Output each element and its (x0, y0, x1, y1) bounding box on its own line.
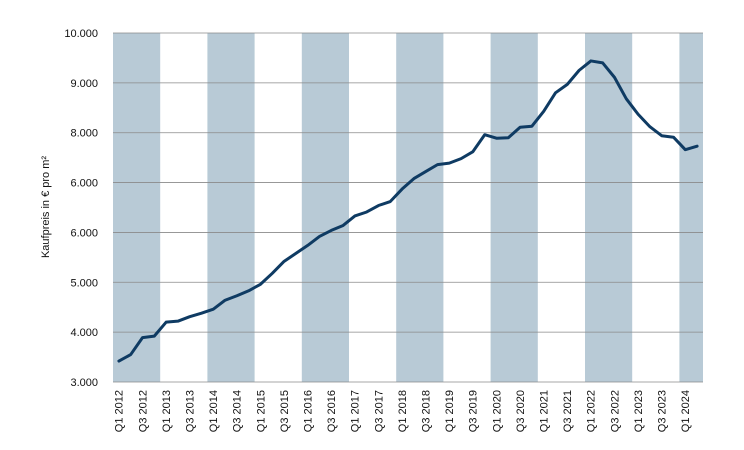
x-tick-label: Q1 2015 (255, 390, 267, 432)
x-tick-label: Q1 2013 (161, 390, 173, 432)
x-tick-label: Q3 2019 (468, 390, 480, 432)
y-tick-label: 9.000 (70, 78, 98, 90)
x-tick-label: Q1 2023 (633, 390, 645, 432)
x-tick-labels: Q1 2012 Q3 2012 Q1 2013 Q3 2013 Q1 2014 Q3 20… (114, 390, 692, 432)
y-tick-label: 3.000 (70, 377, 98, 389)
x-tick-label: Q1 2016 (303, 390, 315, 432)
year-band (585, 33, 633, 382)
x-tick-label: Q1 2018 (397, 390, 409, 432)
year-band (679, 33, 703, 382)
y-tick-label: 8.000 (70, 128, 98, 140)
year-band (301, 33, 349, 382)
x-tick-label: Q3 2016 (326, 390, 338, 432)
x-tick-label: Q3 2023 (657, 390, 669, 432)
x-tick-label: Q3 2017 (373, 390, 385, 432)
x-tick-label: Q3 2022 (609, 390, 621, 432)
x-tick-label: Q1 2024 (680, 390, 692, 432)
x-tick-label: Q1 2021 (539, 390, 551, 432)
x-tick-label: Q1 2019 (444, 390, 456, 432)
x-tick-label: Q3 2013 (185, 390, 197, 432)
x-tick-label: Q3 2020 (515, 390, 527, 432)
y-tick-label: 4.000 (70, 327, 98, 339)
y-tick-labels: 3.000 4.000 5.000 6.000 6.000 8.000 9.000 10.00… (64, 28, 98, 389)
x-tick-label: Q1 2012 (114, 390, 126, 432)
x-tick-label: Q1 2020 (491, 390, 503, 432)
year-band (396, 33, 444, 382)
y-tick-label: 5.000 (70, 277, 98, 289)
series-line (117, 59, 699, 363)
y-tick-label: 6.000 (70, 178, 98, 190)
x-tick-label: Q1 2017 (350, 390, 362, 432)
year-band (207, 33, 255, 382)
year-band (490, 33, 538, 382)
x-tick-label: Q3 2018 (421, 390, 433, 432)
x-tick-label: Q1 2014 (208, 390, 220, 432)
x-tick-label: Q3 2015 (279, 390, 291, 432)
year-bands (113, 33, 703, 382)
x-tick-label: Q1 2022 (586, 390, 598, 432)
y-axis-title: Kaufpreis in € pro m² (40, 156, 52, 258)
y-tick-label: 6.000 (70, 227, 98, 239)
year-band (113, 33, 161, 382)
series-layer (117, 59, 699, 363)
x-tick-label: Q3 2012 (137, 390, 149, 432)
x-tick-label: Q3 2014 (232, 390, 244, 432)
y-tick-label: 10.000 (64, 28, 98, 40)
x-tick-label: Q3 2021 (562, 390, 574, 432)
